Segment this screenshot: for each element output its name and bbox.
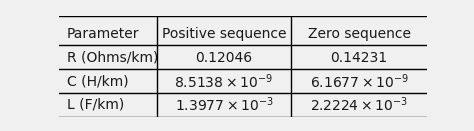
Text: $6.1677 \times 10^{-9}$: $6.1677 \times 10^{-9}$ xyxy=(310,72,409,91)
Text: Parameter: Parameter xyxy=(66,27,139,41)
Text: L (F/km): L (F/km) xyxy=(66,98,124,112)
Text: 0.12046: 0.12046 xyxy=(195,51,252,65)
Text: $2.2224 \times 10^{-3}$: $2.2224 \times 10^{-3}$ xyxy=(310,96,408,114)
Text: 0.14231: 0.14231 xyxy=(330,51,388,65)
Text: R (Ohms/km): R (Ohms/km) xyxy=(66,51,158,65)
Text: Zero sequence: Zero sequence xyxy=(308,27,410,41)
Text: C (H/km): C (H/km) xyxy=(66,74,128,88)
Text: Positive sequence: Positive sequence xyxy=(162,27,286,41)
Text: $8.5138 \times 10^{-9}$: $8.5138 \times 10^{-9}$ xyxy=(174,72,273,91)
Text: $1.3977 \times 10^{-3}$: $1.3977 \times 10^{-3}$ xyxy=(174,96,273,114)
